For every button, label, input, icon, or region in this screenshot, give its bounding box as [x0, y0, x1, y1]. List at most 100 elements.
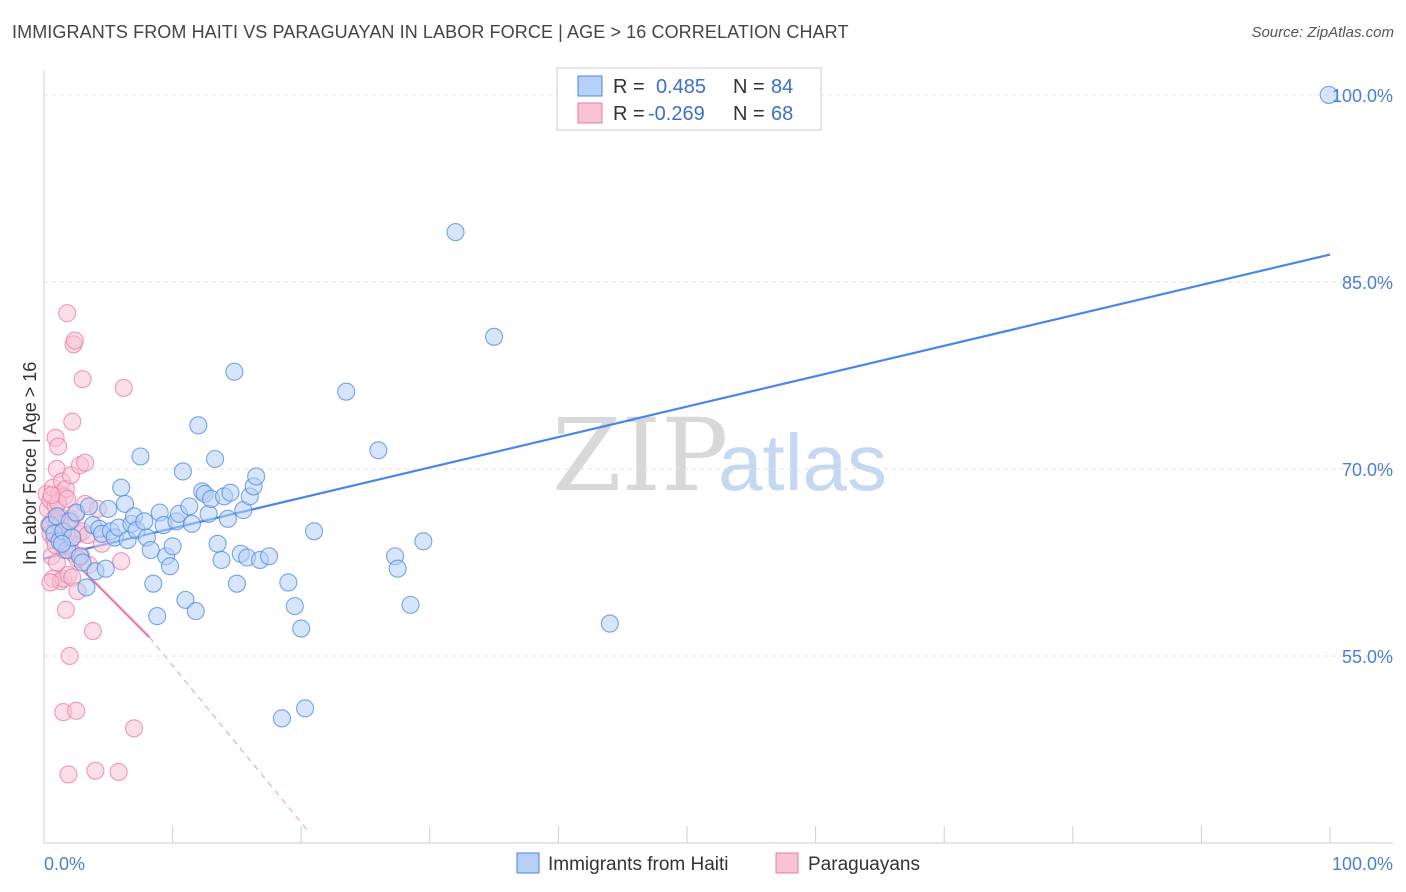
y-tick-label-0: 55.0% — [1342, 647, 1393, 667]
point-paraguayans-47 — [73, 370, 92, 389]
point-haiti-22 — [112, 478, 131, 497]
legend-n-value-haiti: 84 — [771, 76, 793, 98]
chart-title: IMMIGRANTS FROM HAITI VS PARAGUAYAN IN L… — [12, 22, 849, 42]
legend-n-label-haiti: N = — [733, 76, 765, 98]
point-haiti-74 — [369, 441, 388, 460]
point-haiti-58 — [227, 574, 246, 593]
point-paraguayans-41 — [67, 701, 86, 720]
point-haiti-76 — [388, 559, 407, 578]
point-paraguayans-64 — [42, 486, 61, 505]
point-haiti-83 — [52, 534, 72, 553]
x-tick-label-max: 100.0% — [1332, 854, 1393, 874]
point-paraguayans-40 — [65, 331, 84, 350]
point-paraguayans-32 — [60, 646, 79, 666]
point-haiti-12 — [79, 497, 99, 516]
point-paraguayans-61 — [41, 573, 60, 592]
correlation-legend: R = 0.485 N = 84 R = -0.269 N = 68 — [556, 67, 822, 131]
point-haiti-71 — [296, 699, 315, 718]
point-haiti-43 — [180, 497, 199, 516]
point-paraguayans-66 — [58, 489, 77, 508]
point-haiti-46 — [189, 416, 208, 435]
point-haiti-38 — [163, 537, 182, 556]
axes — [43, 70, 1393, 844]
point-haiti-29 — [135, 512, 154, 531]
trend-line-paraguayans-extrapolated — [148, 636, 309, 831]
point-haiti-77 — [401, 595, 420, 614]
point-haiti-68 — [279, 573, 298, 592]
legend-r-value-haiti: 0.485 — [656, 76, 706, 98]
point-haiti-67 — [272, 709, 291, 728]
trend-lines — [43, 253, 1331, 831]
watermark-zip: ZIP — [552, 397, 728, 514]
series-legend: Immigrants from Haiti Paraguayans — [516, 852, 920, 875]
point-haiti-18 — [99, 499, 118, 518]
point-haiti-78 — [414, 532, 433, 551]
point-haiti-79 — [446, 223, 465, 242]
y-tick-label-3: 100.0% — [1332, 86, 1393, 106]
point-haiti-57 — [225, 362, 244, 381]
point-haiti-64 — [247, 467, 266, 486]
point-haiti-33 — [148, 607, 167, 626]
point-paraguayans-28 — [58, 304, 77, 323]
legend-n-value-paraguayans: 68 — [771, 103, 793, 125]
data-points — [37, 85, 1338, 784]
point-paraguayans-15 — [49, 437, 68, 456]
bottom-legend-label-haiti: Immigrants from Haiti — [548, 854, 729, 875]
y-tick-label-2: 85.0% — [1342, 273, 1393, 293]
point-paraguayans-27 — [56, 600, 75, 619]
point-haiti-10 — [73, 553, 92, 572]
x-tick-label-min: 0.0% — [44, 854, 85, 874]
point-haiti-52 — [208, 534, 227, 553]
point-paraguayans-60 — [124, 719, 144, 738]
point-haiti-66 — [259, 547, 279, 566]
point-haiti-32 — [144, 574, 163, 593]
point-haiti-70 — [292, 619, 311, 638]
point-paraguayans-30 — [59, 765, 78, 784]
point-haiti-69 — [285, 597, 304, 616]
point-haiti-17 — [96, 559, 115, 578]
bottom-legend-swatch-paraguayans — [775, 852, 799, 874]
legend-r-label-paraguayans: R = — [613, 103, 645, 125]
point-haiti-73 — [337, 382, 356, 401]
bottom-legend-swatch-haiti — [516, 852, 540, 874]
watermark-atlas: atlas — [718, 418, 887, 507]
point-paraguayans-49 — [76, 453, 95, 472]
y-axis-label: In Labor Force | Age > 16 — [20, 362, 40, 565]
y-tick-label-1: 70.0% — [1342, 460, 1393, 480]
point-haiti-53 — [212, 550, 231, 570]
point-haiti-56 — [221, 483, 240, 502]
point-haiti-11 — [77, 578, 96, 597]
point-haiti-37 — [160, 557, 180, 576]
point-haiti-42 — [176, 590, 195, 609]
point-haiti-55 — [218, 509, 237, 528]
y-tick-labels: 55.0% 70.0% 85.0% 100.0% — [1332, 86, 1393, 667]
point-haiti-44 — [182, 514, 201, 533]
point-haiti-31 — [141, 540, 160, 560]
point-paraguayans-57 — [109, 762, 128, 781]
point-paraguayans-53 — [83, 621, 102, 641]
point-haiti-51 — [205, 449, 225, 469]
point-haiti-49 — [199, 504, 218, 523]
source-credit: Source: ZipAtlas.com — [1251, 24, 1394, 41]
bottom-legend-label-paraguayans: Paraguayans — [808, 854, 920, 875]
point-paraguayans-54 — [86, 761, 105, 780]
point-haiti-41 — [173, 462, 192, 481]
point-paraguayans-58 — [112, 552, 131, 571]
point-paraguayans-36 — [63, 412, 82, 431]
point-haiti-82 — [1319, 85, 1338, 104]
trend-line-haiti — [43, 253, 1331, 560]
point-haiti-81 — [600, 614, 619, 633]
point-haiti-23 — [115, 494, 135, 513]
point-haiti-80 — [485, 327, 504, 346]
legend-r-value-paraguayans: -0.269 — [648, 103, 705, 125]
point-haiti-72 — [305, 522, 324, 541]
legend-swatch-paraguayans — [577, 102, 603, 124]
grid-lines — [44, 94, 1393, 657]
point-haiti-28 — [131, 447, 150, 466]
legend-r-label-haiti: R = — [613, 76, 645, 98]
legend-swatch-haiti — [577, 75, 603, 97]
legend-n-label-paraguayans: N = — [733, 103, 765, 125]
point-haiti-45 — [186, 602, 205, 621]
point-paraguayans-59 — [114, 378, 133, 397]
